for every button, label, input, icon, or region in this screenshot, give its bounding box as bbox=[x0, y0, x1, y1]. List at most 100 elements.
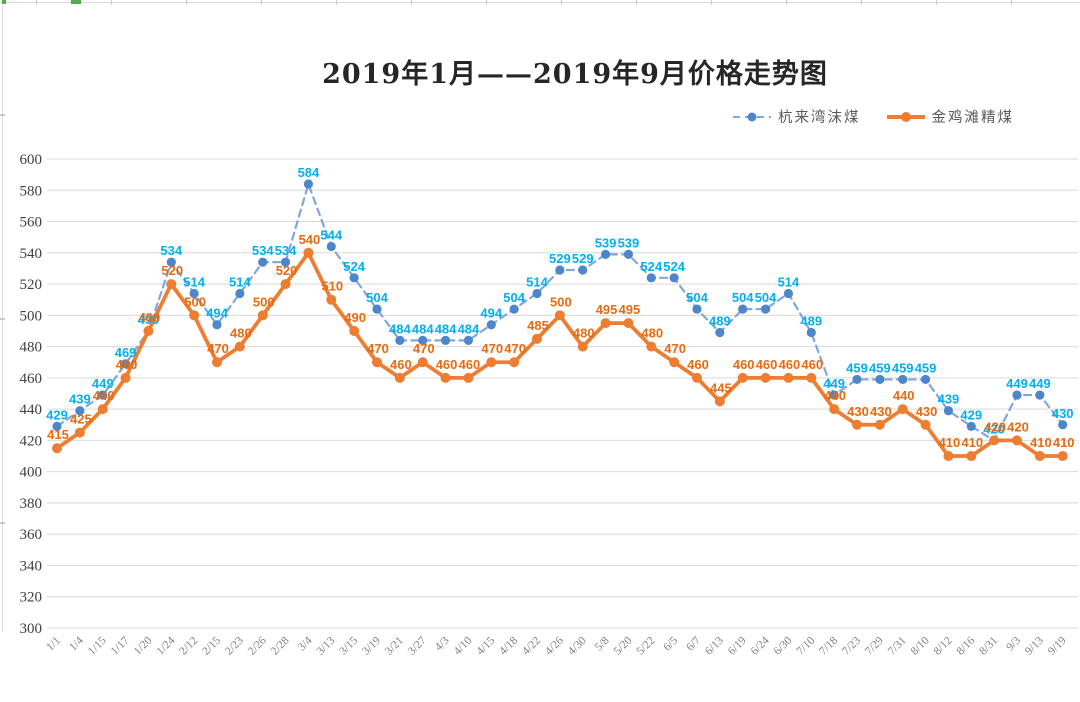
svg-text:2/12: 2/12 bbox=[177, 634, 200, 657]
svg-text:4/18: 4/18 bbox=[497, 634, 520, 657]
svg-text:440: 440 bbox=[20, 402, 43, 418]
svg-text:470: 470 bbox=[413, 341, 435, 356]
svg-text:469: 469 bbox=[115, 345, 137, 360]
x-axis-labels: 1/1 1/4 1/15 1/17 1/20 1/24 2/12 2/15 2/23 2/26 2/… bbox=[44, 634, 1069, 657]
svg-text:489: 489 bbox=[709, 314, 731, 329]
svg-text:490: 490 bbox=[344, 310, 366, 325]
svg-text:460: 460 bbox=[779, 357, 801, 372]
svg-text:470: 470 bbox=[207, 341, 229, 356]
svg-text:8/16: 8/16 bbox=[954, 634, 977, 657]
svg-text:504: 504 bbox=[503, 290, 525, 305]
svg-text:514: 514 bbox=[778, 274, 800, 289]
svg-text:439: 439 bbox=[69, 392, 91, 407]
svg-text:1/24: 1/24 bbox=[154, 634, 177, 657]
svg-text:529: 529 bbox=[549, 251, 571, 266]
svg-text:500: 500 bbox=[184, 294, 206, 309]
sheet-row-ticks bbox=[0, 114, 5, 534]
svg-text:420: 420 bbox=[1007, 419, 1029, 434]
svg-text:480: 480 bbox=[641, 326, 663, 341]
svg-text:7/18: 7/18 bbox=[817, 634, 840, 657]
svg-text:400: 400 bbox=[20, 465, 43, 481]
svg-text:539: 539 bbox=[595, 235, 617, 250]
svg-text:460: 460 bbox=[459, 357, 481, 372]
svg-text:429: 429 bbox=[960, 407, 982, 422]
svg-text:459: 459 bbox=[869, 360, 891, 375]
svg-text:420: 420 bbox=[984, 419, 1006, 434]
svg-text:410: 410 bbox=[1030, 435, 1052, 450]
svg-text:460: 460 bbox=[436, 357, 458, 372]
svg-text:6/19: 6/19 bbox=[726, 634, 749, 657]
svg-text:500: 500 bbox=[20, 308, 43, 324]
svg-text:410: 410 bbox=[939, 435, 961, 450]
svg-text:439: 439 bbox=[938, 392, 960, 407]
svg-text:440: 440 bbox=[893, 388, 915, 403]
svg-text:459: 459 bbox=[846, 360, 868, 375]
svg-text:485: 485 bbox=[527, 318, 549, 333]
svg-text:540: 540 bbox=[299, 232, 321, 247]
svg-text:560: 560 bbox=[20, 215, 43, 231]
svg-text:600: 600 bbox=[20, 152, 43, 168]
svg-text:480: 480 bbox=[230, 326, 252, 341]
svg-text:520: 520 bbox=[276, 263, 298, 278]
svg-text:484: 484 bbox=[412, 321, 434, 336]
svg-text:425: 425 bbox=[70, 412, 92, 427]
svg-text:6/7: 6/7 bbox=[684, 634, 703, 653]
svg-text:4/10: 4/10 bbox=[452, 634, 475, 657]
svg-text:460: 460 bbox=[733, 357, 755, 372]
svg-text:460: 460 bbox=[687, 357, 709, 372]
svg-text:410: 410 bbox=[961, 435, 983, 450]
svg-text:494: 494 bbox=[206, 306, 228, 321]
svg-text:1/17: 1/17 bbox=[109, 634, 132, 657]
svg-text:514: 514 bbox=[229, 274, 251, 289]
svg-text:449: 449 bbox=[1029, 376, 1051, 391]
svg-text:459: 459 bbox=[915, 360, 937, 375]
svg-text:504: 504 bbox=[366, 290, 388, 305]
svg-text:3/21: 3/21 bbox=[383, 634, 406, 657]
svg-text:480: 480 bbox=[20, 340, 43, 356]
svg-text:1/15: 1/15 bbox=[86, 634, 109, 657]
y-axis-labels: 300 320 340 360 380 400 420 440 460 480 500 520 540 5… bbox=[20, 152, 43, 637]
chart-legend: 杭来湾沫煤 金鸡滩精煤 bbox=[733, 106, 1014, 127]
svg-text:3/15: 3/15 bbox=[337, 634, 360, 657]
svg-text:520: 520 bbox=[161, 263, 183, 278]
svg-text:8/12: 8/12 bbox=[932, 634, 955, 657]
solid-line-marker-icon bbox=[886, 111, 925, 122]
svg-text:9/19: 9/19 bbox=[1046, 634, 1069, 657]
svg-text:460: 460 bbox=[20, 371, 43, 387]
svg-text:429: 429 bbox=[46, 407, 68, 422]
svg-text:504: 504 bbox=[755, 290, 777, 305]
svg-text:9/3: 9/3 bbox=[1004, 634, 1023, 653]
sheet-column-ticks bbox=[36, 0, 1080, 5]
svg-text:484: 484 bbox=[458, 321, 480, 336]
svg-text:449: 449 bbox=[92, 376, 114, 391]
svg-text:7/23: 7/23 bbox=[840, 634, 863, 657]
svg-text:534: 534 bbox=[252, 243, 274, 258]
svg-text:514: 514 bbox=[526, 274, 548, 289]
svg-text:534: 534 bbox=[160, 243, 182, 258]
svg-text:534: 534 bbox=[275, 243, 297, 258]
series-jinjitan bbox=[52, 247, 1068, 462]
svg-text:480: 480 bbox=[573, 326, 595, 341]
svg-text:6/5: 6/5 bbox=[661, 634, 680, 653]
svg-text:4/30: 4/30 bbox=[566, 634, 589, 657]
svg-text:460: 460 bbox=[390, 357, 412, 372]
svg-text:2/23: 2/23 bbox=[223, 634, 246, 657]
svg-text:5/8: 5/8 bbox=[593, 634, 612, 653]
svg-text:3/19: 3/19 bbox=[360, 634, 383, 657]
svg-text:524: 524 bbox=[663, 259, 685, 274]
svg-text:4/26: 4/26 bbox=[543, 634, 566, 657]
svg-text:540: 540 bbox=[20, 246, 43, 262]
svg-text:9/13: 9/13 bbox=[1023, 634, 1046, 657]
svg-text:7/29: 7/29 bbox=[863, 634, 886, 657]
svg-text:449: 449 bbox=[1006, 376, 1028, 391]
svg-text:6/24: 6/24 bbox=[749, 634, 772, 657]
svg-text:4/3: 4/3 bbox=[433, 634, 452, 653]
svg-text:459: 459 bbox=[892, 360, 914, 375]
legend-item-jinjitan: 金鸡滩精煤 bbox=[886, 106, 1015, 127]
svg-text:524: 524 bbox=[343, 259, 365, 274]
svg-text:3/13: 3/13 bbox=[314, 634, 337, 657]
svg-text:440: 440 bbox=[824, 388, 846, 403]
